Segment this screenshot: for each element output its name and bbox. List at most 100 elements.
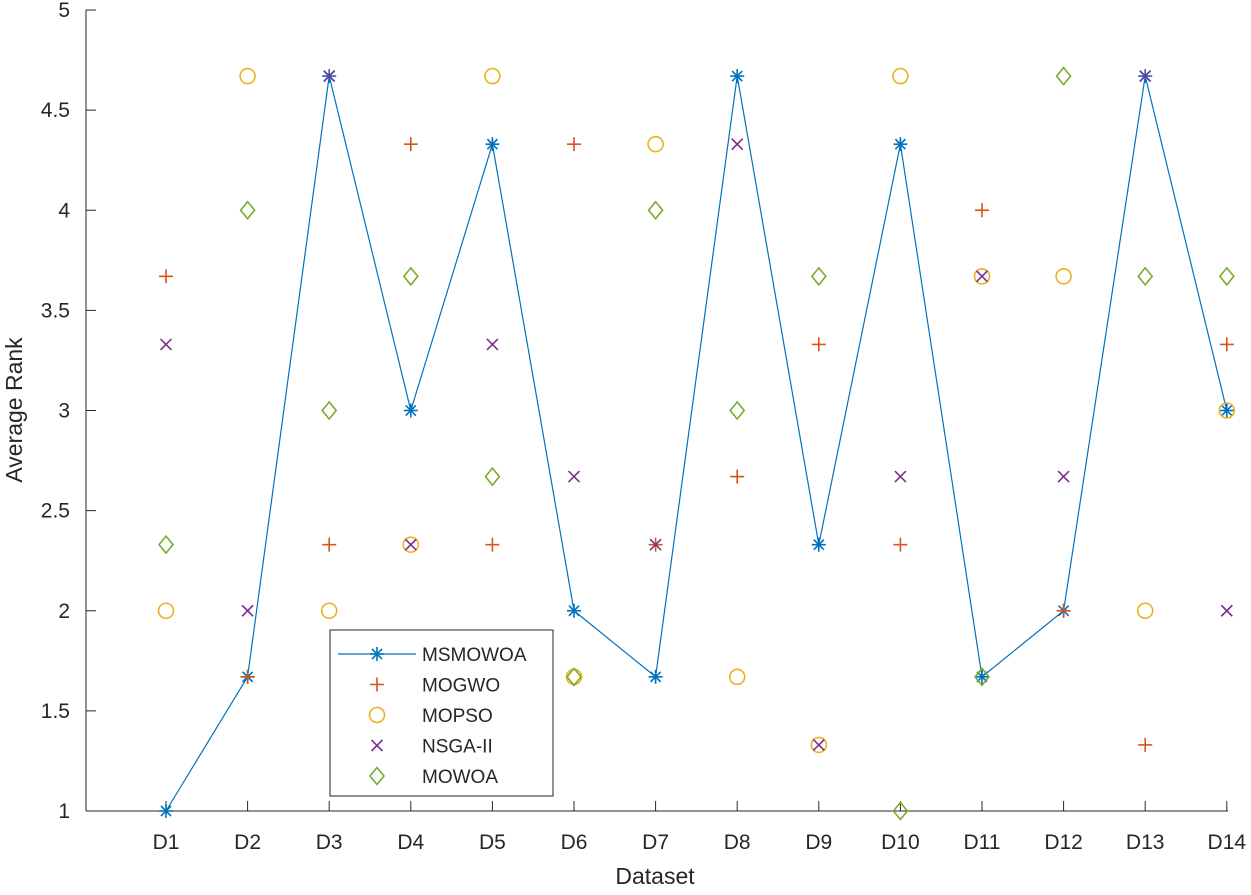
data-point [239,200,256,221]
x-tick-label: D2 [234,831,261,854]
data-point [1218,402,1236,419]
x-tick-label: D13 [1126,831,1165,854]
data-point [1139,70,1152,83]
data-point [1138,737,1153,752]
data-point [321,400,338,421]
legend-marker [370,677,384,692]
data-point [647,200,664,221]
series-nsga-ii [159,70,1233,751]
data-point [159,338,173,351]
x-tick-label: D1 [153,831,180,854]
x-tick-label: D6 [561,831,588,854]
data-point [1220,604,1233,617]
data-point [322,537,337,552]
data-point [567,470,581,483]
data-point [1218,266,1235,287]
x-tick-label: D10 [881,831,920,854]
legend-label: MSMOWOA [422,645,527,666]
series-line [165,75,1228,812]
y-tick-label: 2 [58,600,70,623]
data-point [1136,602,1154,620]
legend-label: MOWOA [422,767,498,788]
data-point [402,266,419,287]
data-point [1055,268,1072,285]
data-point [648,669,663,684]
data-point [731,138,744,151]
data-point [812,738,825,751]
data-point [1219,337,1234,352]
data-point [157,534,175,555]
data-point [1137,266,1154,287]
plot-area [157,66,1236,821]
x-tick-label: D5 [479,831,506,854]
data-point [485,137,500,152]
y-tick-label: 4 [58,199,70,222]
y-tick-label: 2.5 [41,500,70,523]
legend-box [329,629,554,797]
data-point [811,537,826,552]
data-point [893,537,908,552]
legend-entry: MOPSO [368,706,493,727]
x-tick-label: D3 [316,831,343,854]
data-point [730,469,745,484]
y-tick-label: 1 [58,800,70,823]
data-point [1055,66,1072,86]
legend-entry: MOWOA [368,766,498,788]
data-point [565,667,583,687]
y-tick-label: 3.5 [41,299,70,322]
y-tick-label: 5 [58,0,70,22]
x-tick-label: D9 [805,831,832,854]
y-tick-label: 3 [58,400,70,423]
data-point [159,269,173,284]
data-point [810,266,827,287]
data-point [1056,603,1071,618]
data-point [647,135,664,153]
data-point [402,536,420,553]
data-point [649,538,662,551]
data-point [1057,470,1070,483]
series-mogwo [159,137,1234,752]
data-point [975,270,989,283]
data-point [811,337,826,352]
data-point [892,67,909,85]
legend: MSMOWOA MOGWO MOPSO NSGA-II MOWOA [329,629,554,797]
data-point [729,400,746,421]
y-axis-label: Average Rank [1,337,27,483]
series-msmowoa [159,69,1234,818]
legend-entry: MOGWO [370,676,500,697]
x-axis-label: Dataset [615,863,695,889]
data-point [973,268,991,285]
series-mowoa [157,66,1235,821]
legend-label: MOPSO [422,706,493,727]
data-point [484,67,501,85]
data-point [894,470,907,483]
legend-entry: NSGA-II [370,737,493,758]
data-point [403,137,418,152]
y-tick-label: 4.5 [41,99,70,122]
data-point [403,403,418,418]
data-point [486,338,499,351]
legend-entry: MSMOWOA [338,645,527,666]
legend-label: MOGWO [422,676,500,697]
data-point [567,603,581,618]
data-point [404,538,417,551]
x-tick-label: D8 [724,831,751,854]
x-tick-label: D4 [397,831,424,854]
legend-marker [370,739,384,752]
data-point [484,466,501,487]
data-point [157,602,175,620]
data-point [892,801,909,821]
data-point [728,668,746,686]
data-point [810,736,828,754]
data-point [567,137,581,152]
data-point [1219,403,1234,418]
data-point [975,203,989,218]
data-point [975,669,989,684]
y-tick-label: 1.5 [41,700,70,723]
legend-label: NSGA-II [422,737,493,758]
x-tick-label: D14 [1208,831,1247,854]
data-point [485,537,500,552]
data-point [159,804,173,818]
